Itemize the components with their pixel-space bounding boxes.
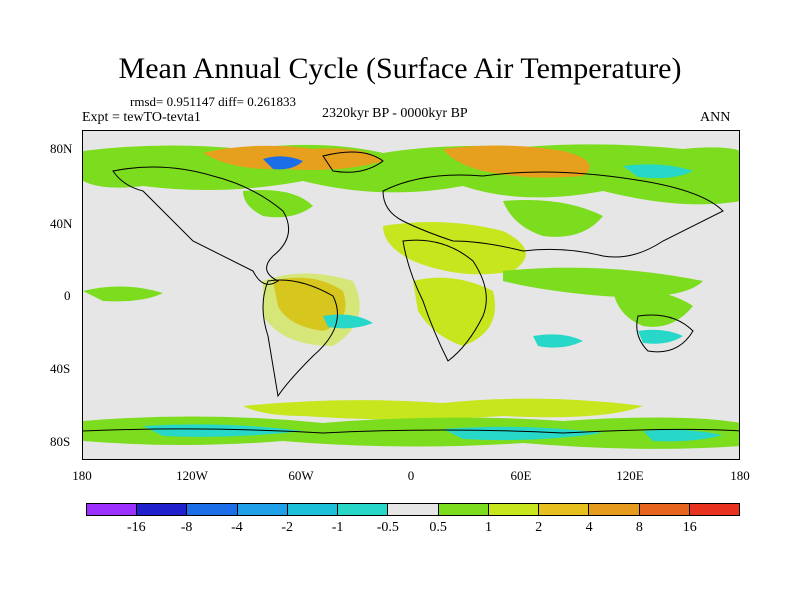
lon-label-0: 0: [407, 468, 415, 483]
colorbar: [86, 503, 740, 516]
lon-label-60e: 60E: [510, 468, 532, 483]
anomaly-field: [83, 144, 739, 449]
lon-label-180e: 180: [730, 468, 750, 483]
lat-label-0: 0: [64, 288, 71, 303]
colorbar-label: 8: [635, 520, 643, 535]
lat-label-80n: 80N: [50, 141, 73, 156]
colorbar-swatch: [338, 504, 389, 515]
colorbar-swatch: [87, 504, 138, 515]
colorbar-swatch: [137, 504, 188, 515]
colorbar-label: -8: [180, 520, 193, 535]
colorbar-swatch: [237, 504, 288, 515]
colorbar-label: 2: [535, 520, 543, 535]
colorbar-swatch: [589, 504, 640, 515]
colorbar-swatch: [187, 504, 238, 515]
colorbar-swatch: [639, 504, 690, 515]
colorbar-swatch: [539, 504, 590, 515]
colorbar-swatch: [689, 504, 740, 515]
season-label: ANN: [700, 110, 731, 125]
stats-text: rmsd= 0.951147 diff= 0.261833: [130, 94, 296, 109]
colorbar-label: 16: [682, 520, 697, 535]
lat-label-80s: 80S: [50, 434, 71, 449]
lon-label-180w: 180: [72, 468, 92, 483]
colorbar-label: 1: [484, 520, 492, 535]
colorbar-label: -16: [126, 520, 146, 535]
lon-label-60w: 60W: [288, 468, 314, 483]
colorbar-label: 0.5: [429, 520, 447, 535]
lon-label-120e: 120E: [616, 468, 644, 483]
colorbar-label: -1: [331, 520, 344, 535]
plot-title: Mean Annual Cycle (Surface Air Temperatu…: [118, 52, 682, 85]
lon-label-120w: 120W: [176, 468, 208, 483]
colorbar-swatch: [488, 504, 540, 515]
map-panel: [82, 130, 740, 460]
colorbar-label: -4: [231, 520, 243, 535]
colorbar-swatch: [438, 504, 489, 515]
colorbar-label: -0.5: [376, 520, 399, 535]
colorbar-swatch: [287, 504, 339, 515]
coastlines: [83, 151, 739, 434]
lat-label-40s: 40S: [50, 361, 71, 376]
period-label: 2320kyr BP - 0000kyr BP: [322, 106, 468, 121]
colorbar-label: 4: [585, 520, 593, 535]
experiment-label: Expt = tewTO-tevta1: [82, 110, 201, 125]
lat-label-40n: 40N: [50, 216, 73, 231]
colorbar-swatch: [388, 504, 439, 515]
anomaly-shading: [83, 144, 739, 449]
colorbar-label: -2: [281, 520, 294, 535]
